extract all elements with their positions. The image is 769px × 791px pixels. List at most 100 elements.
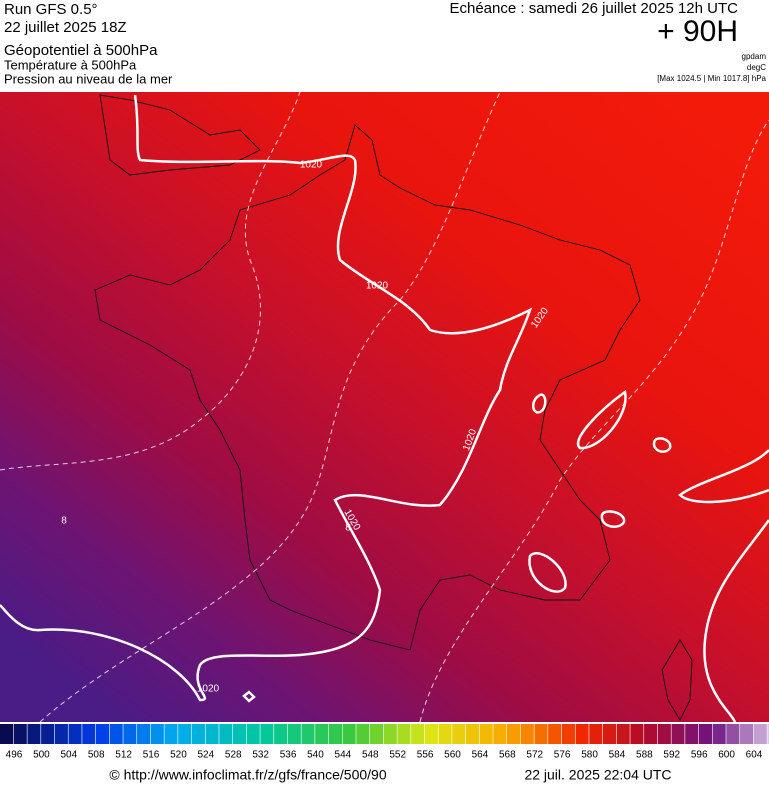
colorbar-label: 564 [472, 750, 489, 761]
colorbar-swatch [219, 724, 233, 744]
colorbar-swatch [671, 724, 685, 744]
colorbar-swatch [575, 724, 589, 744]
colorbar-swatch [438, 724, 452, 744]
colorbar-swatch [644, 724, 658, 744]
colorbar-swatch [383, 724, 397, 744]
colorbar-label: 580 [581, 750, 598, 761]
colorbar-label: 588 [636, 750, 653, 761]
field: Température à 500hPa [4, 57, 137, 72]
colorbar-swatch [698, 724, 712, 744]
colorbar-label: 548 [362, 750, 379, 761]
colorbar-swatch [356, 724, 370, 744]
colorbar-swatch [424, 724, 438, 744]
colorbar-swatch [123, 724, 137, 744]
source: © http://www.infoclimat.fr/z/gfs/france/… [109, 767, 386, 783]
colorbar-swatch [260, 724, 274, 744]
colorbar-swatch [493, 724, 507, 744]
colorbar-swatch [205, 724, 219, 744]
unit: degC [747, 63, 766, 72]
colorbar-label: 596 [691, 750, 708, 761]
colorbar-label: 532 [252, 750, 269, 761]
colorbar-label: 496 [6, 750, 23, 761]
colorbar-swatch [137, 724, 151, 744]
isobar-label: 1020 [300, 160, 323, 171]
colorbar-swatch [740, 724, 754, 744]
colorbar-swatch [109, 724, 123, 744]
colorbar-swatch [13, 724, 27, 744]
colorbar-swatch [315, 724, 329, 744]
unit: gpdam [742, 52, 767, 61]
isobar [532, 393, 547, 414]
isobar [528, 552, 567, 593]
colorbar-swatch [246, 724, 260, 744]
colorbar-label: 584 [609, 750, 626, 761]
isobar [576, 389, 627, 450]
colorbar-label: 600 [718, 750, 735, 761]
colorbar-swatch [520, 724, 534, 744]
isobar [0, 94, 533, 702]
colorbar-swatch [726, 724, 740, 744]
colorbar: 496 500 504 508 512 516 520 524 528 532 536 540 544 5… [0, 724, 769, 761]
colorbar-label: 512 [115, 750, 132, 761]
colorbar-swatch [630, 724, 644, 744]
colorbar-swatch [232, 724, 247, 744]
isobar [600, 510, 626, 528]
colorbar-swatch [82, 724, 96, 744]
isotherm-label: 8 [345, 523, 351, 534]
colorbar-label: 556 [417, 750, 434, 761]
colorbar-swatch [397, 724, 411, 744]
colorbar-swatch [54, 724, 68, 744]
colorbar-swatch [150, 724, 164, 744]
isobar-label: 1020 [197, 684, 220, 695]
colorbar-swatch [507, 724, 521, 744]
colorbar-label: 568 [499, 750, 516, 761]
colorbar-label: 560 [444, 750, 461, 761]
colorbar-swatch [712, 724, 726, 744]
corsica [661, 639, 693, 721]
colorbar-swatch [548, 724, 562, 744]
isobar [652, 437, 672, 453]
colorbar-label: 524 [198, 750, 215, 761]
colorbar-swatch [465, 724, 480, 744]
colorbar-label: 552 [389, 750, 406, 761]
lead-time: + 90H [657, 15, 738, 48]
generated: 22 juil. 2025 22:04 UTC [524, 767, 671, 783]
colorbar-swatch [561, 724, 575, 744]
colorbar-swatch [479, 724, 493, 744]
run: Run GFS 0.5° [4, 1, 98, 18]
colorbar-label: 576 [554, 750, 571, 761]
colorbar-swatch [328, 724, 342, 744]
map: 1020 1020 1020 1020 1020 1020 8 8 [0, 91, 769, 723]
colorbar-swatch [657, 724, 671, 744]
field: Pression au niveau de la mer [4, 71, 173, 86]
map-field [0, 92, 769, 722]
colorbar-swatch [274, 724, 288, 744]
colorbar-label: 516 [143, 750, 160, 761]
colorbar-label: 536 [280, 750, 297, 761]
colorbar-swatch [95, 724, 110, 744]
colorbar-swatch [370, 724, 384, 744]
colorbar-label: 604 [746, 750, 763, 761]
colorbar-label: 504 [60, 750, 77, 761]
england [99, 94, 261, 176]
colorbar-swatch [589, 724, 603, 744]
coastline [94, 124, 641, 651]
colorbar-swatch [0, 724, 14, 744]
isotherm [39, 91, 501, 723]
colorbar-swatch [767, 724, 769, 744]
colorbar-swatch [301, 724, 315, 744]
colorbar-swatch [27, 724, 41, 744]
colorbar-swatch [452, 724, 466, 744]
colorbar-swatch [287, 724, 301, 744]
colorbar-label: 544 [335, 750, 352, 761]
colorbar-swatch [41, 724, 55, 744]
colorbar-label: 592 [663, 750, 680, 761]
colorbar-swatch [164, 724, 178, 744]
isotherm-label: 8 [61, 516, 67, 527]
field: Géopotentiel à 500hPa [4, 42, 158, 59]
colorbar-swatch [68, 724, 82, 744]
colorbar-label: 520 [170, 750, 187, 761]
colorbar-label: 572 [526, 750, 543, 761]
colorbar-label: 540 [307, 750, 324, 761]
